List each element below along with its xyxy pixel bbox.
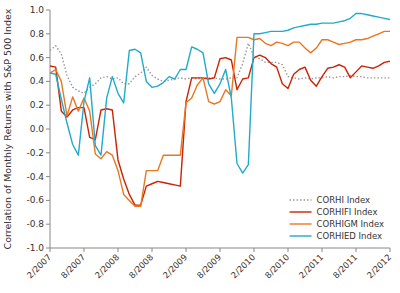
x-tick-label: 2/2009 bbox=[161, 252, 189, 280]
x-tick-label: 2/2010 bbox=[229, 252, 257, 280]
y-axis: -1.0 -0.8 -0.6 -0.4 -0.2 0.0 0.2 0.4 0.6 0.8 1.0 bbox=[26, 5, 50, 253]
y-tick-label: 0.0 bbox=[30, 124, 45, 134]
plot-area bbox=[50, 14, 390, 207]
x-tick bbox=[254, 248, 255, 252]
x-tick-label: 2/2011 bbox=[297, 252, 325, 280]
y-tick-label: 0.8 bbox=[30, 29, 45, 39]
legend-swatch bbox=[290, 235, 312, 236]
series-line bbox=[50, 14, 390, 173]
x-tick-label: 8/2009 bbox=[195, 252, 223, 280]
legend: CORHI Index CORHIFI Index CORHIGM Index COR… bbox=[290, 195, 384, 241]
x-tick-label: 2/2007 bbox=[25, 252, 53, 280]
series-line bbox=[50, 43, 390, 93]
chart: -1.0 -0.8 -0.6 -0.4 -0.2 0.0 0.2 0.4 0.6 0.8 1.0 Co… bbox=[0, 0, 400, 293]
x-tick bbox=[288, 248, 289, 252]
x-tick bbox=[390, 248, 391, 252]
x-tick bbox=[356, 248, 357, 252]
y-tick-label: -0.2 bbox=[26, 148, 44, 158]
legend-label: CORHIGM Index bbox=[317, 219, 384, 229]
y-axis-label: Correlation of Monthly Returns with S&P … bbox=[2, 8, 13, 249]
y-tick bbox=[46, 224, 50, 225]
y-tick-label: 1.0 bbox=[30, 5, 45, 15]
x-tick-label: 8/2008 bbox=[127, 252, 155, 280]
y-tick bbox=[46, 105, 50, 106]
x-tick-label: 8/2011 bbox=[331, 252, 359, 280]
x-tick bbox=[322, 248, 323, 252]
y-tick bbox=[46, 10, 50, 11]
series-line bbox=[50, 31, 390, 206]
y-tick-label: -1.0 bbox=[26, 243, 44, 253]
legend-swatch bbox=[290, 211, 312, 212]
x-tick bbox=[118, 248, 119, 252]
x-tick-label: 2/2008 bbox=[93, 252, 121, 280]
y-tick-label: -0.4 bbox=[26, 172, 44, 182]
x-tick-label: 8/2010 bbox=[263, 252, 291, 280]
y-tick-label: -0.6 bbox=[26, 195, 44, 205]
legend-label: CORHIED Index bbox=[317, 231, 382, 241]
legend-label: CORHIFI Index bbox=[317, 207, 378, 217]
x-tick-label: 8/2007 bbox=[59, 252, 87, 280]
x-tick-label: 2/2012 bbox=[365, 252, 393, 280]
y-tick bbox=[46, 200, 50, 201]
y-tick bbox=[46, 152, 50, 153]
x-tick bbox=[84, 248, 85, 252]
x-tick bbox=[186, 248, 187, 252]
y-tick-label: 0.6 bbox=[30, 53, 45, 63]
y-tick bbox=[46, 81, 50, 82]
x-axis: 2/20078/20072/20088/20082/20098/20092/20… bbox=[25, 248, 393, 280]
series-line bbox=[50, 55, 390, 205]
y-tick bbox=[46, 57, 50, 58]
x-tick bbox=[152, 248, 153, 252]
y-tick bbox=[46, 176, 50, 177]
legend-label: CORHI Index bbox=[317, 195, 371, 205]
legend-swatch bbox=[290, 223, 312, 224]
y-tick-label: 0.2 bbox=[30, 100, 44, 110]
y-tick-label: -0.8 bbox=[26, 219, 44, 229]
y-tick bbox=[46, 33, 50, 34]
legend-swatch bbox=[290, 199, 312, 200]
x-tick bbox=[50, 248, 51, 252]
y-tick-label: 0.4 bbox=[30, 76, 45, 86]
x-tick bbox=[220, 248, 221, 252]
y-tick bbox=[46, 248, 50, 249]
y-tick bbox=[46, 129, 50, 130]
